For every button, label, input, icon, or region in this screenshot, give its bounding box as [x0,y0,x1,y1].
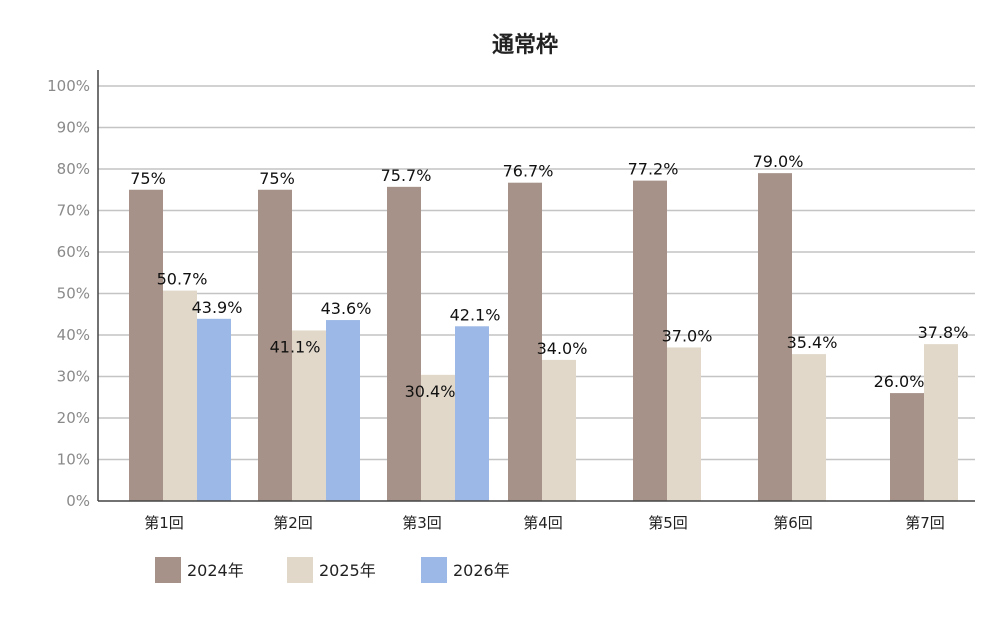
legend: 2024年 2025年 2026年 [155,557,510,583]
data-label: 37.8% [918,323,969,342]
y-tick-label: 60% [57,243,90,261]
y-tick-label: 100% [47,77,90,95]
bar [792,354,826,501]
data-label: 50.7% [157,270,208,289]
data-label: 75% [259,169,295,188]
data-label: 26.0% [874,372,925,391]
bar [667,347,701,501]
bar [455,326,489,501]
data-label: 34.0% [537,339,588,358]
bar [387,186,421,501]
bar [129,189,163,501]
bar [258,189,292,501]
bar [326,320,360,501]
x-axis-ticks: 第1回 第2回 第3回 第4回 第5回 第6回 第7回 [144,514,945,532]
y-tick-label: 10% [57,451,90,469]
y-axis-ticks: 0% 10% 20% 30% 40% 50% 60% 70% 80% 90% 100% [47,77,90,510]
y-tick-label: 90% [57,119,90,137]
x-tick-label: 第2回 [273,514,313,532]
legend-swatch [155,557,181,583]
bar [163,290,197,501]
data-label: 75.7% [381,166,432,185]
data-labels: 75% 50.7% 43.9% 75% 41.1%43.6% 75.7% 30.4% 42.1… [130,152,968,401]
data-label: 37.0% [662,326,713,345]
y-tick-label: 80% [57,160,90,178]
x-tick-label: 第3回 [402,514,442,532]
bar [633,180,667,501]
data-label: 41.1% [270,337,321,356]
bar [197,318,231,501]
axes [97,70,975,502]
x-tick-label: 第5回 [648,514,688,532]
bar [890,393,924,501]
data-label: 42.1% [450,305,501,324]
chart-title: 通常枠 [492,32,558,58]
bar [758,173,792,501]
data-label: 30.4% [405,382,456,401]
x-tick-label: 第4回 [523,514,563,532]
x-tick-label: 第7回 [905,514,945,532]
y-tick-label: 50% [57,285,90,303]
bar [508,182,542,501]
bar [292,330,326,501]
data-label: 43.9% [192,298,243,317]
legend-label: 2026年 [453,561,510,580]
data-label: 35.4% [787,333,838,352]
bar [542,359,576,501]
y-tick-label: 30% [57,368,90,386]
y-tick-label: 40% [57,326,90,344]
legend-swatch [421,557,447,583]
data-label: 75% [130,169,166,188]
legend-label: 2025年 [319,561,376,580]
bar [421,374,455,501]
data-label: 79.0% [753,152,804,171]
bar [924,344,958,501]
data-label: 76.7% [503,162,554,181]
x-tick-label: 第6回 [773,514,813,532]
y-tick-label: 20% [57,409,90,427]
legend-label: 2024年 [187,561,244,580]
data-label: 43.6% [321,299,372,318]
legend-swatch [287,557,313,583]
x-tick-label: 第1回 [144,514,184,532]
bars [129,173,958,501]
y-tick-label: 0% [66,492,90,510]
y-tick-label: 70% [57,202,90,220]
data-label: 77.2% [628,160,679,179]
